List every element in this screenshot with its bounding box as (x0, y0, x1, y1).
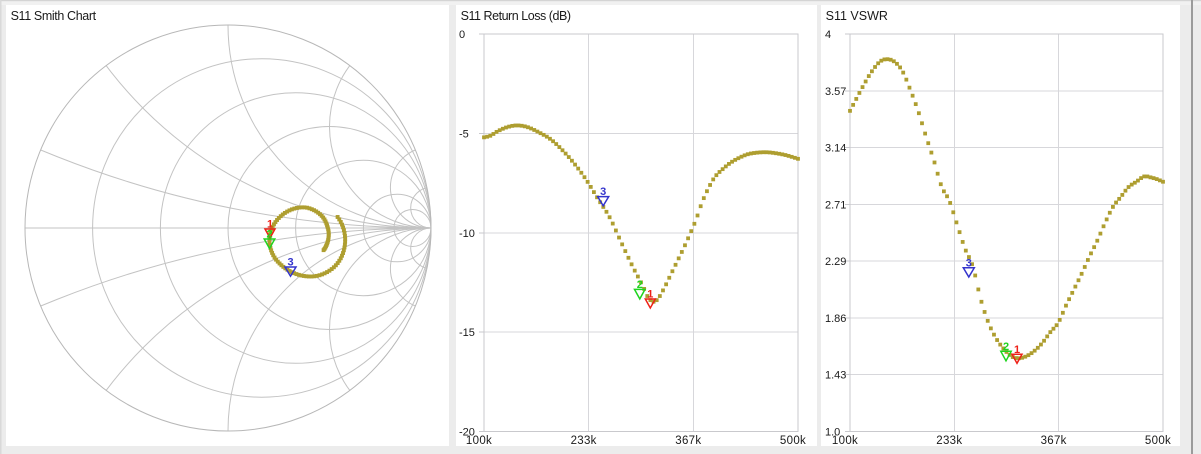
svg-text:100k: 100k (832, 435, 858, 447)
svg-text:-15: -15 (459, 327, 475, 339)
svg-text:3: 3 (287, 257, 293, 269)
svg-text:100k: 100k (466, 435, 492, 447)
svg-text:1: 1 (647, 289, 653, 301)
svg-text:2: 2 (637, 279, 643, 291)
svg-text:1.0: 1.0 (825, 427, 840, 439)
svg-text:1: 1 (1014, 344, 1020, 356)
svg-text:367k: 367k (1041, 435, 1067, 447)
svg-text:3.57: 3.57 (825, 86, 846, 98)
svg-text:S11 VSWR: S11 VSWR (826, 9, 888, 23)
svg-text:0: 0 (459, 29, 465, 41)
svg-text:3.14: 3.14 (825, 143, 846, 155)
svg-text:S11 Return Loss (dB): S11 Return Loss (dB) (461, 9, 571, 23)
svg-text:-5: -5 (459, 128, 469, 140)
svg-text:-10: -10 (459, 228, 475, 240)
svg-text:-20: -20 (459, 427, 475, 439)
svg-text:3: 3 (966, 257, 972, 269)
svg-text:2.71: 2.71 (825, 199, 846, 211)
svg-text:500k: 500k (1145, 435, 1171, 447)
svg-text:367k: 367k (675, 435, 701, 447)
svg-text:1.86: 1.86 (825, 313, 846, 325)
svg-text:4: 4 (825, 29, 831, 41)
svg-text:S11 Smith Chart: S11 Smith Chart (11, 9, 97, 23)
svg-text:1: 1 (267, 219, 273, 231)
svg-text:3: 3 (600, 186, 606, 198)
svg-text:233k: 233k (571, 435, 597, 447)
svg-text:500k: 500k (780, 435, 806, 447)
svg-text:2.29: 2.29 (825, 256, 846, 268)
svg-text:1.43: 1.43 (825, 370, 846, 382)
svg-text:233k: 233k (936, 435, 962, 447)
svg-text:2: 2 (266, 229, 272, 241)
svg-text:2: 2 (1003, 341, 1009, 353)
